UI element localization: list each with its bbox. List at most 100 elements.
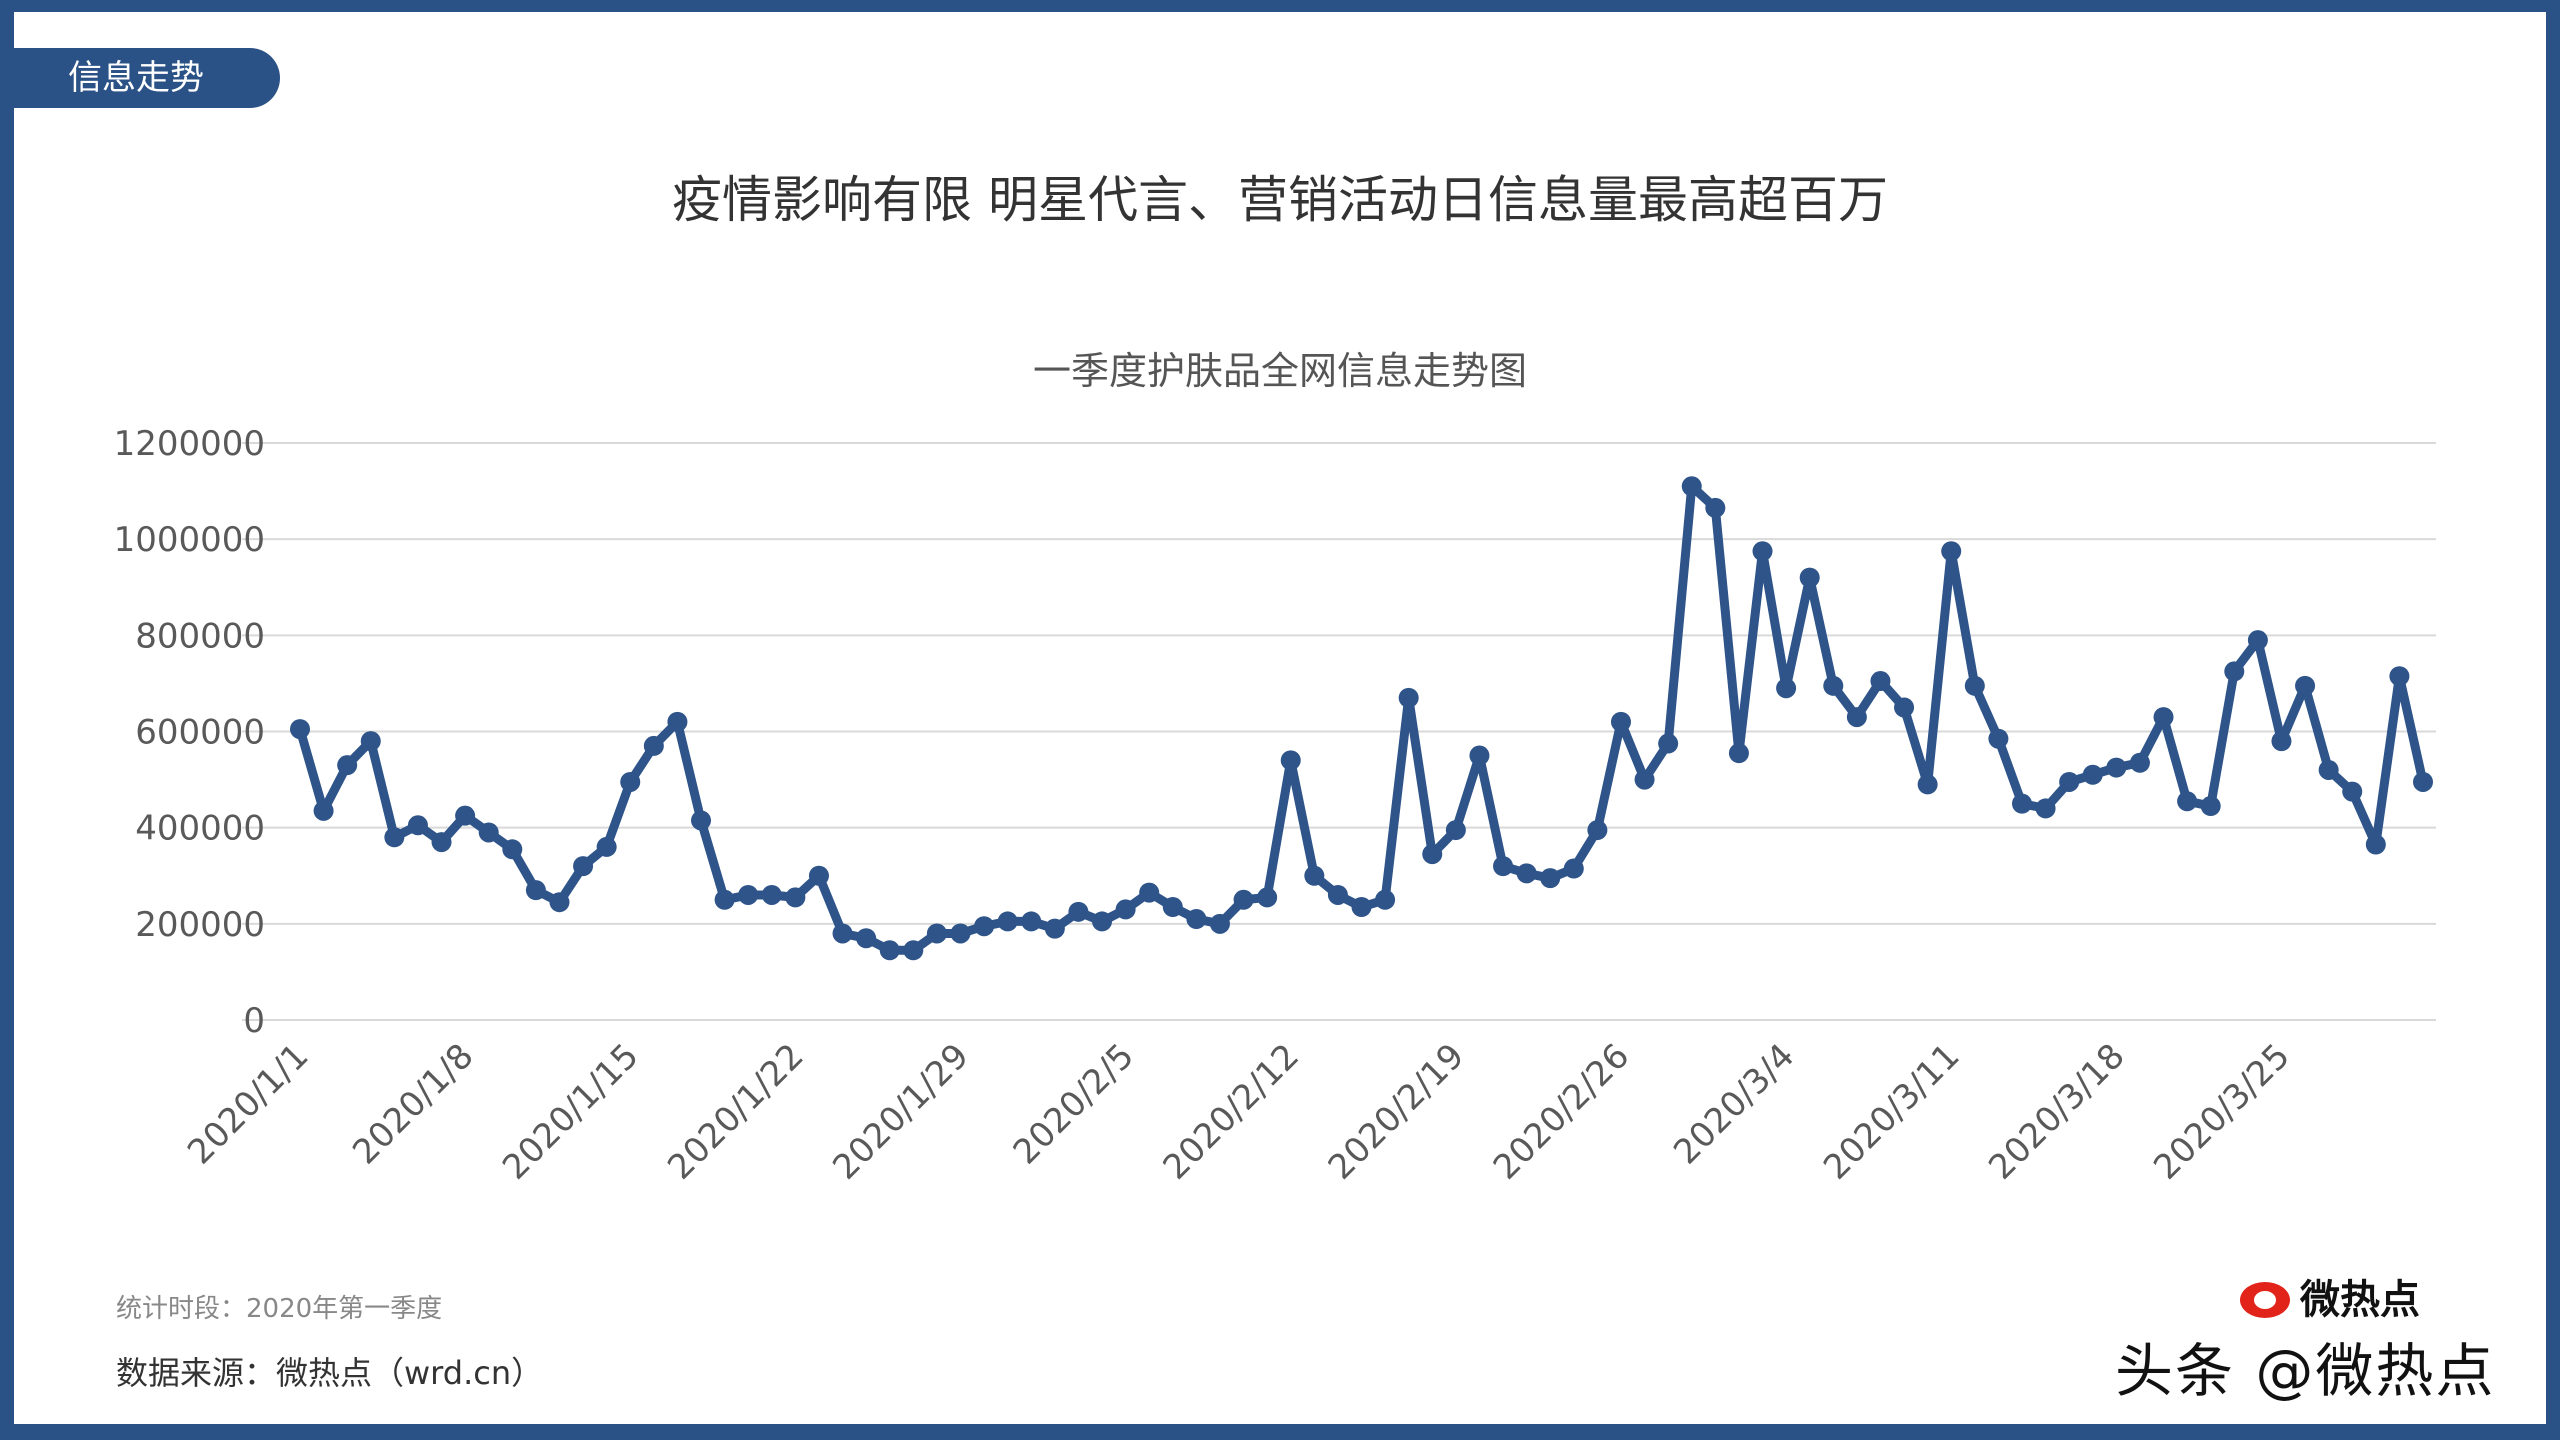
data-point [667, 711, 688, 732]
y-tick-label: 600000 [135, 713, 265, 753]
data-point [1988, 728, 2009, 749]
data-point [1115, 899, 1136, 920]
series-line [295, 481, 2428, 955]
data-point [1068, 901, 1089, 922]
data-point [2389, 666, 2410, 687]
data-point [596, 836, 617, 857]
data-point [360, 731, 381, 752]
data-point [431, 832, 452, 853]
y-tick-label: 400000 [135, 809, 265, 849]
y-tick-label: 200000 [135, 905, 265, 945]
data-point [1917, 774, 1938, 795]
y-tick-label: 0 [243, 1001, 265, 1041]
watermark: 头条 @微热点 [2115, 1337, 2496, 1405]
data-point [903, 940, 924, 961]
x-tick-label: 2020/2/26 [1486, 1036, 1638, 1188]
data-point [1493, 856, 1514, 877]
weibo-eye-logo-icon [2240, 1282, 2290, 1318]
data-point [1587, 820, 1608, 841]
data-point [761, 884, 782, 905]
data-point [2224, 661, 2245, 682]
data-point [2059, 771, 2080, 792]
data-point [856, 928, 877, 949]
data-point [1870, 671, 1891, 692]
page-title: 疫情影响有限 明星代言、营销活动日信息量最高超百万 [672, 171, 1888, 229]
logo-text: 微热点 [2300, 1277, 2420, 1323]
data-point [384, 827, 405, 848]
data-point [2082, 764, 2103, 785]
data-point [2129, 752, 2150, 773]
data-point [1563, 858, 1584, 879]
data-point [2247, 630, 2268, 651]
data-point [2271, 731, 2292, 752]
data-point [313, 800, 334, 821]
data-point [1846, 707, 1867, 728]
data-point [1139, 882, 1160, 903]
x-tick-label: 2020/3/4 [1666, 1036, 1802, 1172]
data-point [1941, 541, 1962, 562]
x-tick-label: 2020/1/8 [345, 1036, 481, 1172]
data-point [1304, 865, 1325, 886]
data-point [997, 911, 1018, 932]
data-point [2106, 757, 2127, 778]
x-tick-label: 2020/2/19 [1321, 1036, 1473, 1188]
data-point [926, 923, 947, 944]
data-point [1398, 687, 1419, 708]
x-tick-label: 2020/2/5 [1006, 1036, 1142, 1172]
y-tick-label: 1200000 [114, 424, 265, 464]
data-point [2413, 771, 2433, 792]
data-point [950, 923, 971, 944]
x-tick-label: 2020/1/22 [660, 1036, 812, 1188]
data-point [1705, 497, 1726, 518]
data-point [1092, 911, 1113, 932]
data-point [455, 805, 476, 826]
data-point [1540, 868, 1561, 889]
data-point [1422, 844, 1443, 865]
data-point [525, 880, 546, 901]
data-point [1752, 541, 1773, 562]
data-point [1469, 745, 1490, 766]
data-point [502, 839, 523, 860]
data-point [2318, 759, 2339, 780]
data-point [714, 889, 735, 910]
data-point [2365, 834, 2386, 855]
data-point [573, 856, 594, 877]
data-point [1327, 884, 1348, 905]
data-point [2295, 675, 2316, 696]
data-point [1516, 863, 1537, 884]
data-point [808, 865, 829, 886]
x-tick-label: 2020/1/29 [825, 1036, 977, 1188]
data-point [1681, 476, 1702, 497]
data-source: 数据来源：微热点（wrd.cn） [116, 1354, 544, 1392]
data-point [691, 810, 712, 831]
data-point [1776, 678, 1797, 699]
chart-title: 一季度护肤品全网信息走势图 [1032, 349, 1527, 393]
data-point [2342, 781, 2363, 802]
data-point [1799, 567, 1820, 588]
data-point [1634, 769, 1655, 790]
data-point [2200, 796, 2221, 817]
data-point [1610, 711, 1631, 732]
data-point [1894, 697, 1915, 718]
data-point [1186, 909, 1207, 930]
data-point [785, 887, 806, 908]
x-tick-label: 2020/1/15 [495, 1036, 647, 1188]
data-point [1021, 911, 1042, 932]
data-point [1162, 897, 1183, 918]
data-point [620, 771, 641, 792]
data-point [1728, 743, 1749, 764]
data-point [2035, 798, 2056, 819]
x-tick-label: 2020/3/18 [1981, 1036, 2133, 1188]
data-point [832, 923, 853, 944]
data-point [1658, 733, 1679, 754]
data-point [2177, 791, 2198, 812]
data-point [1964, 675, 1985, 696]
data-point [1209, 913, 1230, 934]
y-tick-label: 1000000 [114, 520, 265, 560]
x-tick-label: 2020/2/12 [1156, 1036, 1308, 1188]
data-point [478, 822, 499, 843]
data-point [1445, 820, 1466, 841]
data-point [407, 815, 428, 836]
